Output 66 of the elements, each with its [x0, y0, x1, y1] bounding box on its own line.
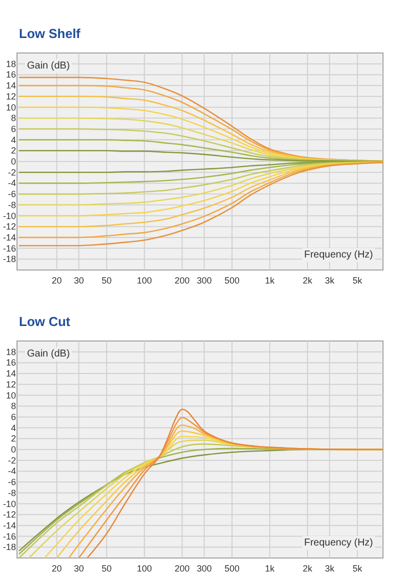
y-tick-label: 4 [10, 422, 16, 433]
y-tick-label: 12 [6, 379, 16, 390]
x-tick-label: 1k [265, 276, 276, 286]
y-tick-label: 8 [10, 401, 16, 412]
y-tick-label: 12 [6, 91, 16, 102]
y-tick-label: 16 [6, 358, 16, 368]
y-tick-label: -18 [2, 542, 16, 552]
x-tick-label: 200 [174, 564, 190, 574]
y-tick-label: -2 [8, 455, 16, 466]
x-tick-label: 500 [224, 276, 240, 286]
x-tick-label: 2k [302, 276, 313, 286]
x-tick-label: 20 [52, 276, 62, 286]
y-tick-label: -12 [2, 222, 16, 232]
y-tick-label: 0 [10, 444, 16, 454]
x-tick-label: 30 [74, 564, 84, 574]
y-tick-label: -16 [2, 243, 16, 254]
y-tick-label: 2 [10, 146, 16, 156]
y-tick-label: 6 [10, 124, 16, 134]
chart-title: Low Shelf [19, 26, 82, 41]
y-tick-label: -2 [8, 167, 16, 178]
x-tick-label: 50 [102, 564, 112, 574]
x-tick-label: 100 [136, 564, 152, 574]
x-axis-title: Frequency (Hz) [304, 538, 373, 548]
y-tick-label: -4 [8, 466, 16, 476]
y-tick-label: -8 [8, 488, 16, 498]
x-tick-label: 50 [102, 276, 112, 286]
y-tick-label: -8 [8, 200, 16, 210]
x-tick-label: 200 [174, 276, 190, 286]
x-tick-label: 2k [302, 564, 313, 574]
y-tick-label: 4 [10, 134, 16, 145]
y-tick-label: -6 [8, 477, 16, 488]
y-tick-label: 14 [6, 80, 16, 91]
y-tick-label: 8 [10, 113, 16, 124]
y-axis-title: Gain (dB) [27, 60, 70, 72]
y-tick-label: -10 [2, 498, 16, 509]
x-tick-label: 30 [74, 276, 84, 286]
y-tick-label: -14 [2, 232, 16, 242]
x-tick-label: 5k [352, 276, 363, 286]
y-tick-label: 16 [6, 70, 16, 80]
y-tick-label: -18 [2, 254, 16, 264]
x-tick-label: 3k [324, 276, 335, 286]
y-tick-label: -14 [2, 520, 16, 530]
y-axis-title: Gain (dB) [27, 348, 70, 360]
y-tick-label: 10 [6, 390, 16, 400]
y-tick-label: 14 [6, 368, 16, 379]
chart-title: Low Cut [19, 314, 71, 329]
x-axis-title: Frequency (Hz) [304, 250, 373, 260]
x-tick-label: 500 [224, 564, 240, 574]
x-tick-label: 1k [265, 564, 276, 574]
y-tick-label: 18 [6, 58, 16, 69]
y-tick-label: -4 [8, 178, 16, 188]
y-tick-label: 6 [10, 412, 16, 422]
y-tick-label: -12 [2, 510, 16, 520]
y-tick-label: -6 [8, 189, 16, 200]
x-tick-label: 300 [196, 564, 212, 574]
y-tick-label: -10 [2, 210, 16, 221]
x-tick-label: 100 [136, 276, 152, 286]
x-tick-label: 3k [324, 564, 335, 574]
x-tick-label: 20 [52, 564, 62, 574]
x-tick-label: 5k [352, 564, 363, 574]
y-tick-label: 10 [6, 102, 16, 112]
y-tick-label: 2 [10, 434, 16, 444]
y-tick-label: 18 [6, 346, 16, 357]
x-tick-label: 300 [196, 276, 212, 286]
y-tick-label: 0 [10, 156, 16, 166]
y-tick-label: -16 [2, 531, 16, 542]
